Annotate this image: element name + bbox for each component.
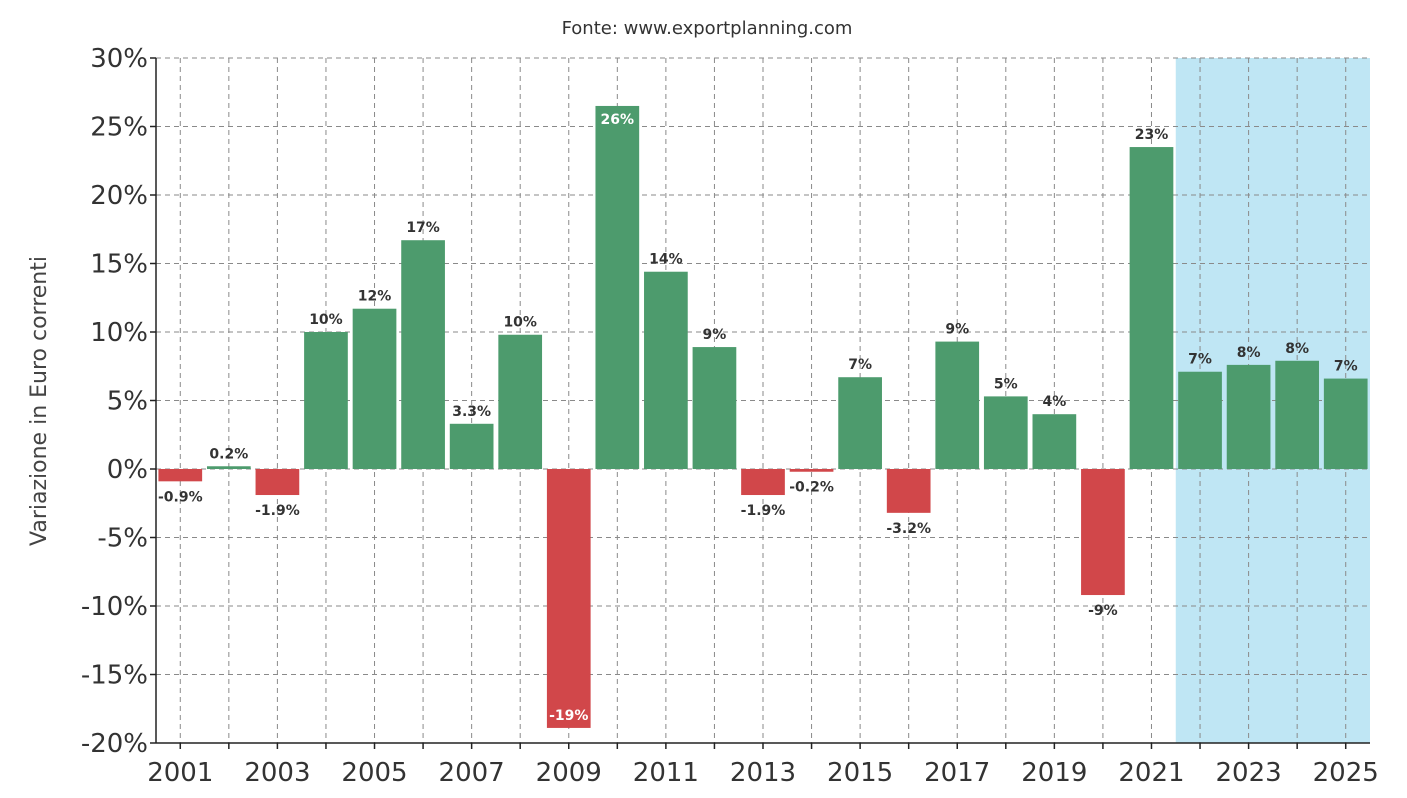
bar-2023 [1226, 364, 1271, 469]
data-label-2001: -0.9% [158, 489, 203, 505]
data-label-2002: 0.2% [209, 446, 248, 462]
x-tick-label: 2015 [827, 758, 893, 788]
data-label-2019: 4% [1042, 394, 1066, 410]
bar-2006 [401, 240, 445, 469]
bar-2008 [498, 334, 543, 469]
bar-2012 [692, 347, 737, 469]
data-labels-layer: -0.9% 0.2% -1.9% 10% 12% 17% 3.3% 10% -19% 26% 14%… [158, 112, 1358, 724]
bar-2002 [206, 466, 251, 469]
data-label-2012: 9% [703, 327, 727, 343]
x-tick-label: 2017 [924, 758, 990, 788]
x-tick-label: 2003 [244, 758, 310, 788]
y-tick-label: 10% [90, 318, 148, 348]
x-tick-label: 2005 [341, 758, 407, 788]
bar-2015 [838, 377, 882, 469]
bar-2025 [1323, 378, 1368, 469]
x-tick-label: 2007 [439, 758, 505, 788]
data-label-2014: -0.2% [789, 480, 834, 496]
data-label-2017: 9% [945, 322, 969, 338]
y-tick-label: 0% [107, 455, 148, 485]
data-label-2007: 3.3% [452, 404, 491, 420]
x-tick-label: 2025 [1313, 758, 1379, 788]
data-label-2021: 23% [1135, 127, 1169, 143]
x-tick-label: 2009 [536, 758, 602, 788]
y-tick-label: 15% [90, 250, 148, 280]
data-label-2011: 14% [649, 252, 683, 268]
bar-2005 [352, 308, 397, 469]
bar-2001 [158, 469, 203, 482]
data-label-2003: -1.9% [255, 503, 300, 519]
bar-2010 [595, 105, 640, 469]
data-label-2004: 10% [309, 312, 343, 328]
data-label-2020: -9% [1088, 603, 1118, 619]
data-label-2016: -3.2% [886, 521, 931, 537]
x-tick-label: 2021 [1118, 758, 1184, 788]
bar-2004 [304, 332, 348, 469]
x-tick-label: 2023 [1216, 758, 1282, 788]
data-label-2024: 8% [1285, 341, 1309, 357]
x-tick-label: 2001 [147, 758, 213, 788]
y-axis-label: Variazione in Euro correnti [27, 256, 52, 546]
bars-layer [158, 105, 1368, 728]
data-label-2006: 17% [406, 220, 440, 236]
data-label-2008: 10% [503, 315, 537, 331]
bar-2007 [449, 423, 494, 469]
y-tick-label: 20% [90, 181, 148, 211]
data-label-2010: 26% [601, 112, 635, 128]
y-tick-label: -20% [81, 729, 148, 759]
x-tick-label: 2011 [633, 758, 699, 788]
bar-2009 [546, 469, 591, 728]
data-label-2015: 7% [848, 357, 872, 373]
bar-2021 [1129, 147, 1174, 470]
bar-2011 [644, 271, 688, 469]
x-tick-label: 2019 [1021, 758, 1087, 788]
y-tick-label: 5% [107, 387, 148, 417]
y-tick-label: -15% [81, 661, 148, 691]
bar-2014 [789, 469, 834, 472]
data-label-2018: 5% [994, 376, 1018, 392]
axes-layer [150, 57, 1370, 749]
bar-2003 [255, 469, 300, 496]
data-label-2009: -19% [549, 708, 588, 724]
bar-2016 [886, 469, 931, 513]
bar-2018 [983, 396, 1028, 469]
data-label-2022: 7% [1188, 352, 1212, 368]
data-label-2023: 8% [1237, 345, 1261, 361]
y-tick-label: -5% [97, 524, 148, 554]
data-label-2005: 12% [358, 289, 392, 305]
bar-2022 [1178, 371, 1222, 469]
bar-2017 [935, 341, 980, 469]
y-tick-label: -10% [81, 592, 148, 622]
data-label-2013: -1.9% [741, 503, 786, 519]
x-tick-label: 2013 [730, 758, 796, 788]
bar-2020 [1081, 469, 1125, 596]
y-tick-label: 30% [90, 44, 148, 74]
bar-2013 [741, 469, 785, 496]
tick-labels-layer: -20% -15% -10% -5% 0% 5% 10% 15% 20% 25% 30% 2001 20… [81, 44, 1379, 788]
data-label-2025: 7% [1334, 359, 1358, 375]
y-tick-label: 25% [90, 113, 148, 143]
bar-2019 [1032, 414, 1077, 469]
chart-subtitle: Fonte: www.exportplanning.com [562, 18, 853, 39]
bar-2024 [1275, 360, 1320, 469]
